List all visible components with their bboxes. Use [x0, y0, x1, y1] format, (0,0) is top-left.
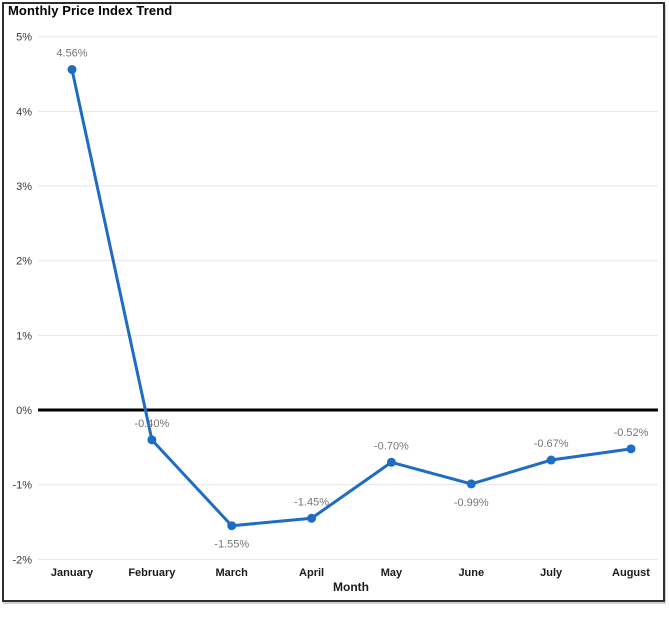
- data-point-label: -1.45%: [294, 496, 329, 508]
- data-point-marker[interactable]: [227, 521, 237, 531]
- y-tick-label: 3%: [16, 181, 32, 193]
- y-tick-label: 2%: [16, 256, 32, 268]
- data-point-marker[interactable]: [466, 479, 476, 489]
- data-point-label: -1.55%: [214, 539, 249, 551]
- data-point-label: -0.40%: [134, 418, 169, 430]
- data-point-label: -0.70%: [374, 440, 409, 452]
- x-tick-label: January: [51, 567, 94, 579]
- trend-line: [70, 68, 633, 528]
- data-point-label: -0.52%: [614, 427, 649, 439]
- chart-title: Monthly Price Index Trend: [8, 3, 173, 18]
- data-point-marker[interactable]: [546, 455, 556, 465]
- data-point-label: -0.99%: [454, 497, 489, 509]
- data-point-marker[interactable]: [67, 65, 77, 75]
- y-tick-label: -2%: [12, 554, 32, 566]
- data-point-label: -0.67%: [534, 438, 569, 450]
- x-tick-label: March: [216, 567, 249, 579]
- x-tick-label: August: [612, 567, 650, 579]
- x-tick-label: April: [299, 567, 324, 579]
- x-tick-label: June: [458, 567, 484, 579]
- x-tick-label: May: [381, 567, 403, 579]
- x-axis-title: Month: [333, 580, 369, 594]
- y-tick-label: 0%: [16, 405, 32, 417]
- data-point-marker[interactable]: [386, 457, 396, 467]
- x-tick-label: July: [540, 567, 563, 579]
- data-point-marker[interactable]: [307, 513, 317, 523]
- y-tick-label: 4%: [16, 106, 32, 118]
- x-tick-label: February: [128, 567, 176, 579]
- y-tick-label: 1%: [16, 330, 32, 342]
- y-tick-label: 5%: [16, 32, 32, 44]
- y-tick-label: -1%: [12, 480, 32, 492]
- data-point-label: 4.56%: [56, 48, 87, 60]
- data-point-marker[interactable]: [147, 435, 157, 445]
- data-point-marker[interactable]: [626, 444, 636, 454]
